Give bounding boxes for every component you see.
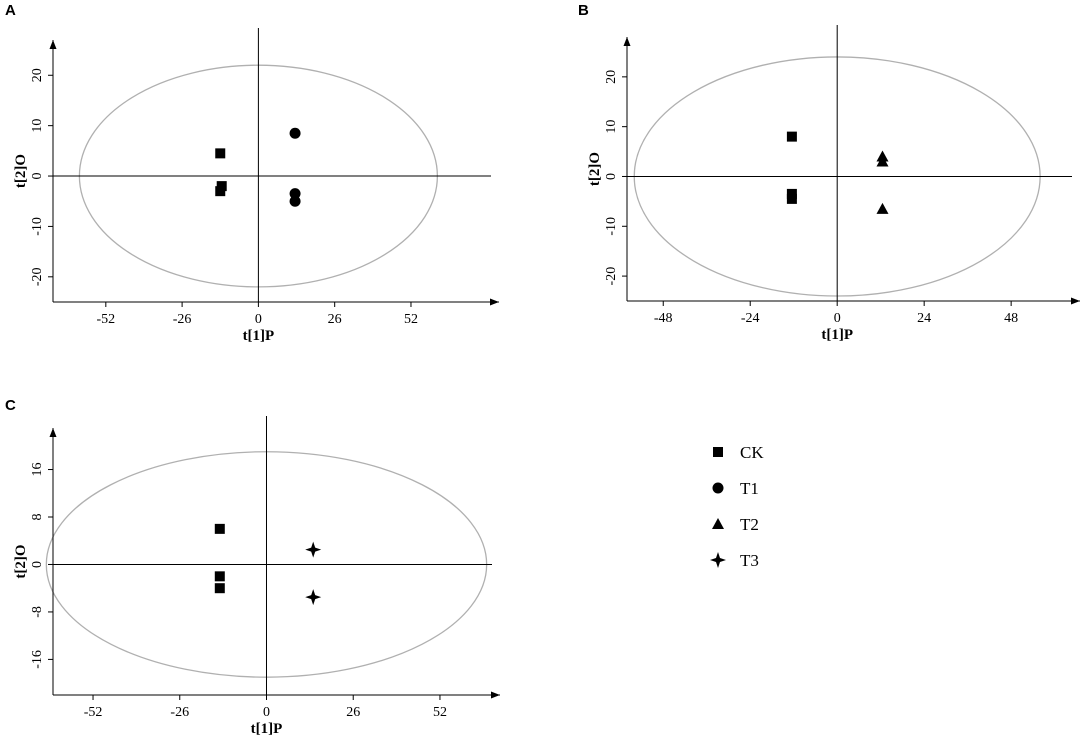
x-axis-arrow bbox=[490, 298, 499, 306]
data-point-t3 bbox=[305, 541, 322, 558]
x-tick-label: -26 bbox=[170, 705, 189, 720]
legend-marker-t3 bbox=[710, 552, 726, 568]
panel-b: B -48 -24 0 24 48 -20 -10 0 10 20 t[1]P t[2]O bbox=[578, 2, 1080, 343]
x-tick-label: 0 bbox=[263, 705, 270, 720]
data-point-t3 bbox=[305, 589, 322, 606]
legend-marker-ck bbox=[713, 447, 723, 457]
y-tick-label: -20 bbox=[604, 267, 619, 286]
x-axis-title: t[1]P bbox=[821, 327, 853, 343]
x-tick-label: 52 bbox=[433, 705, 447, 720]
y-axis-arrow bbox=[623, 37, 631, 46]
x-tick-label: -26 bbox=[173, 312, 192, 327]
x-tick-label: 26 bbox=[346, 705, 360, 720]
legend-label-t2: T2 bbox=[740, 515, 759, 534]
x-axis-title: t[1]P bbox=[243, 328, 275, 344]
y-tick-label: 16 bbox=[30, 463, 45, 477]
x-axis-arrow bbox=[491, 691, 500, 699]
data-point-ck bbox=[214, 523, 225, 534]
y-tick-label: -8 bbox=[30, 606, 45, 618]
y-tick-label: -16 bbox=[30, 650, 45, 669]
x-tick-label: -52 bbox=[84, 705, 103, 720]
y-tick-label: -20 bbox=[30, 267, 45, 286]
data-point-ck bbox=[214, 583, 225, 594]
x-tick-label: 0 bbox=[255, 312, 262, 327]
data-point-t2 bbox=[876, 202, 889, 214]
panel-c: C -52 -26 0 26 52 -16 -8 0 8 16 t[1]P t[2]O bbox=[5, 397, 500, 737]
panel-letter: C bbox=[5, 397, 16, 414]
y-tick-label: 8 bbox=[30, 514, 45, 521]
x-axis-title: t[1]P bbox=[251, 721, 283, 737]
x-axis-arrow bbox=[1071, 297, 1080, 305]
x-tick-label: -52 bbox=[96, 312, 115, 327]
panel-letter: B bbox=[578, 2, 589, 19]
legend-marker-t1 bbox=[712, 482, 724, 494]
y-axis-title: t[2]O bbox=[13, 154, 29, 188]
panel-a: A -52 -26 0 26 52 -20 -10 0 10 20 t[1]P t[2]O bbox=[5, 2, 499, 344]
data-point-t2 bbox=[876, 155, 889, 167]
y-tick-label: 10 bbox=[30, 119, 45, 133]
data-point-ck bbox=[786, 131, 797, 142]
legend-label-ck: CK bbox=[740, 443, 764, 462]
data-point-ck bbox=[214, 571, 225, 582]
legend-label-t3: T3 bbox=[740, 551, 759, 570]
data-point-t1 bbox=[289, 195, 301, 207]
y-axis-arrow bbox=[49, 40, 57, 49]
y-axis-arrow bbox=[49, 428, 57, 437]
data-point-ck bbox=[786, 193, 797, 204]
data-point-t1 bbox=[289, 188, 301, 200]
data-point-ck bbox=[215, 186, 226, 197]
legend-label-t1: T1 bbox=[740, 479, 759, 498]
x-tick-label: 24 bbox=[917, 311, 931, 326]
y-tick-label: 0 bbox=[30, 561, 45, 568]
x-tick-label: 48 bbox=[1004, 311, 1018, 326]
x-tick-label: 26 bbox=[328, 312, 342, 327]
y-axis-title: t[2]O bbox=[13, 544, 29, 578]
y-tick-label: 0 bbox=[30, 173, 45, 180]
panel-letter: A bbox=[5, 2, 16, 19]
y-tick-label: 20 bbox=[30, 68, 45, 82]
y-tick-label: 0 bbox=[604, 173, 619, 180]
y-tick-label: -10 bbox=[604, 217, 619, 236]
y-axis-title: t[2]O bbox=[587, 152, 603, 186]
y-tick-label: 10 bbox=[604, 120, 619, 134]
data-point-ck bbox=[215, 148, 226, 159]
x-tick-label: -24 bbox=[741, 311, 760, 326]
data-point-t1 bbox=[289, 127, 301, 139]
data-point-ck bbox=[216, 181, 227, 192]
x-tick-label: 0 bbox=[834, 311, 841, 326]
y-tick-label: 20 bbox=[604, 70, 619, 84]
y-tick-label: -10 bbox=[30, 217, 45, 236]
legend-marker-t2 bbox=[712, 518, 724, 529]
x-tick-label: 52 bbox=[404, 312, 418, 327]
legend: CK T1 T2 T3 bbox=[710, 443, 764, 570]
x-tick-label: -48 bbox=[654, 311, 673, 326]
